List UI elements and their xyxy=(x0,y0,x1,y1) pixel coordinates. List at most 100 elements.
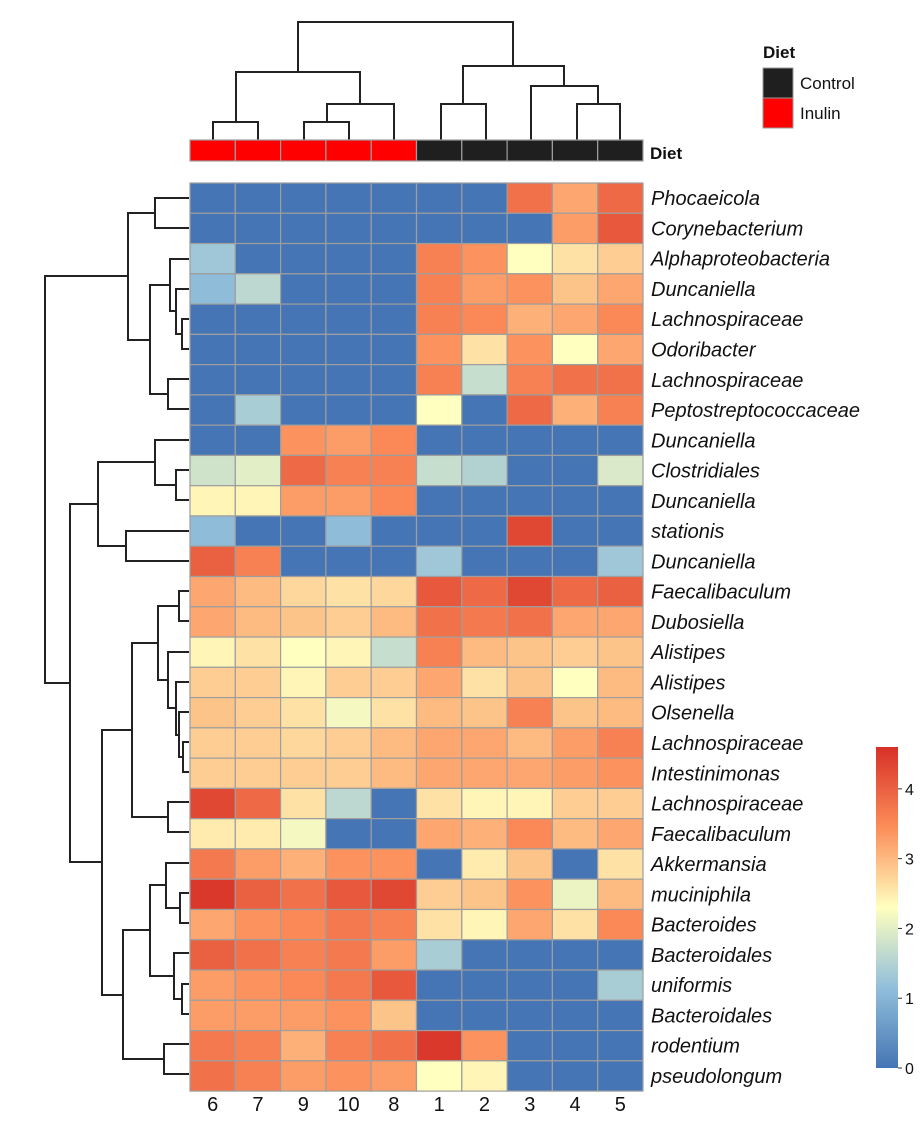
heatmap-cell xyxy=(234,727,282,759)
heatmap-cell xyxy=(551,787,599,820)
heatmap-cell xyxy=(597,454,644,487)
heatmap-cell xyxy=(551,606,599,638)
heatmap-cell xyxy=(325,999,372,1032)
heatmap-cell xyxy=(461,515,508,547)
heatmap-cell xyxy=(597,787,644,820)
diet-legend-title: Diet xyxy=(763,43,795,62)
row-label: Olsenella xyxy=(651,703,734,725)
heatmap-cell xyxy=(325,636,372,668)
annotation-cell xyxy=(461,139,508,162)
heatmap-cell xyxy=(234,303,282,335)
heatmap-cell xyxy=(189,1060,236,1092)
heatmap-cell xyxy=(370,182,418,214)
heatmap-cell xyxy=(189,575,236,608)
heatmap-cell xyxy=(506,666,554,699)
row-label: Duncaniella xyxy=(651,279,756,301)
heatmap-cell xyxy=(234,333,282,366)
heatmap-cell xyxy=(370,273,418,305)
color-scale-ticks: 0 1 2 3 4 xyxy=(898,782,914,1078)
heatmap-cell xyxy=(234,696,282,729)
heatmap-cell xyxy=(189,545,236,578)
heatmap-cell xyxy=(506,757,554,790)
heatmap-cell xyxy=(506,364,554,396)
heatmap-cell xyxy=(597,1060,644,1092)
heatmap-cell xyxy=(325,394,372,426)
heatmap-cell xyxy=(551,999,599,1032)
row-label: Alistipes xyxy=(650,672,725,694)
heatmap-cell xyxy=(370,908,418,941)
heatmap-cell xyxy=(461,364,508,396)
heatmap-cell xyxy=(597,878,644,911)
row-label: Faecalibaculum xyxy=(651,582,791,604)
heatmap-cell xyxy=(597,333,644,366)
heatmap-cell xyxy=(280,636,327,668)
heatmap-cell xyxy=(189,212,236,245)
heatmap-cell xyxy=(506,454,554,487)
heatmap-cell xyxy=(415,1029,463,1062)
column-label: 2 xyxy=(479,1094,490,1116)
column-label: 5 xyxy=(615,1094,626,1116)
heatmap-cell xyxy=(597,636,644,668)
heatmap-cell xyxy=(189,333,236,366)
annotation-track-label: Diet xyxy=(650,144,682,163)
heatmap-cell xyxy=(551,182,599,214)
heatmap-cell xyxy=(415,515,463,547)
heatmap-cell xyxy=(280,424,327,457)
row-label: Intestinimonas xyxy=(651,763,780,785)
heatmap-cell xyxy=(597,273,644,305)
heatmap-cell xyxy=(370,515,418,547)
heatmap-cell xyxy=(325,242,372,275)
heatmap-cell xyxy=(506,1060,554,1092)
heatmap-cell xyxy=(280,545,327,578)
heatmap-cell xyxy=(280,969,327,1001)
heatmap-cell xyxy=(415,848,463,880)
heatmap-cell xyxy=(280,273,327,305)
heatmap-cell xyxy=(280,696,327,729)
row-label: muciniphila xyxy=(651,884,751,906)
heatmap-cell xyxy=(189,182,236,214)
column-dendrogram xyxy=(212,21,621,140)
heatmap-cell xyxy=(597,666,644,699)
heatmap-cell xyxy=(280,303,327,335)
heatmap-cell xyxy=(415,818,463,850)
heatmap-cell xyxy=(506,545,554,578)
heatmap-cell xyxy=(325,485,372,517)
heatmap-cell xyxy=(506,727,554,759)
heatmap-cell xyxy=(280,212,327,245)
heatmap-cell xyxy=(370,939,418,971)
heatmap-cell xyxy=(189,696,236,729)
heatmap-cell xyxy=(234,424,282,457)
row-label: Corynebacterium xyxy=(651,218,803,240)
color-scale-legend: 0 1 2 3 4 xyxy=(876,747,914,1078)
row-label: Bacteroides xyxy=(651,915,757,937)
color-scale-tick-label: 1 xyxy=(905,991,914,1008)
heatmap-cell xyxy=(370,575,418,608)
heatmap-cell xyxy=(189,969,236,1001)
heatmap-cell xyxy=(551,878,599,911)
heatmap-cell xyxy=(551,485,599,517)
heatmap-cell xyxy=(506,273,554,305)
heatmap-cell xyxy=(461,999,508,1032)
heatmap-cell xyxy=(551,212,599,245)
heatmap-cell xyxy=(325,818,372,850)
annotation-cell xyxy=(415,139,463,162)
heatmap-cell xyxy=(551,424,599,457)
heatmap-cell xyxy=(551,394,599,426)
heatmap-cell xyxy=(189,999,236,1032)
heatmap-cell xyxy=(189,848,236,880)
heatmap-cell xyxy=(506,1029,554,1062)
heatmap-cell xyxy=(370,606,418,638)
heatmap-cell xyxy=(280,1029,327,1062)
heatmap-cell xyxy=(415,787,463,820)
heatmap-cell xyxy=(415,182,463,214)
heatmap-cell xyxy=(506,787,554,820)
heatmap-cell xyxy=(506,848,554,880)
heatmap-cell xyxy=(370,364,418,396)
row-label: Akkermansia xyxy=(650,854,767,876)
heatmap-cell xyxy=(234,394,282,426)
heatmap-cell xyxy=(415,1060,463,1092)
heatmap-cell xyxy=(461,878,508,911)
heatmap-cell xyxy=(234,1029,282,1062)
heatmap-cell xyxy=(370,787,418,820)
